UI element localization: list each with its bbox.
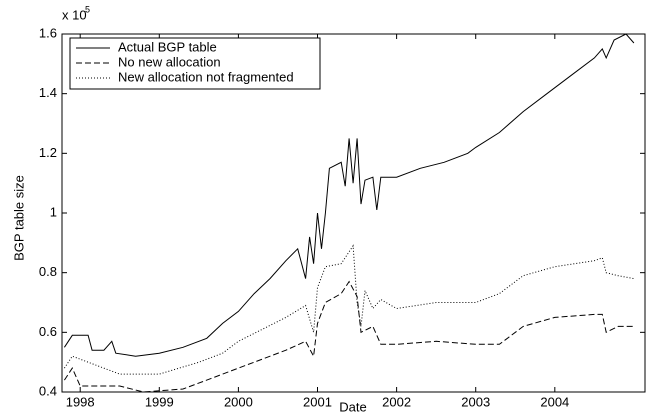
y-tick-label: 0.4 [39, 383, 57, 398]
y-tick-label: 0.6 [39, 324, 57, 339]
x-tick-label: 2000 [224, 394, 253, 409]
series-line [63, 280, 634, 393]
series-line [63, 33, 635, 357]
legend-label: No new allocation [118, 54, 221, 69]
x-tick-label: 2002 [382, 394, 411, 409]
legend-label: Actual BGP table [118, 39, 217, 54]
x-tick-label: 2004 [540, 394, 569, 409]
legend-box [69, 37, 321, 90]
y-multiplier: x 10 [62, 7, 87, 22]
y-tick-label: 1.4 [39, 85, 57, 100]
y-tick-label: 1.6 [39, 25, 57, 40]
x-tick-label: 1998 [66, 394, 95, 409]
x-axis-label: Date [339, 399, 366, 414]
y-tick-label: 1 [50, 204, 57, 219]
y-multiplier-exponent: 5 [85, 4, 90, 14]
legend-label: New allocation not fragmented [118, 69, 294, 84]
y-axis-label: BGP table size [11, 175, 26, 261]
x-tick-label: 2001 [303, 394, 332, 409]
y-tick-label: 1.2 [39, 145, 57, 160]
x-tick-label: 2003 [461, 394, 490, 409]
series-line [63, 244, 634, 375]
y-tick-label: 0.8 [39, 264, 57, 279]
x-tick-label: 1999 [145, 394, 174, 409]
